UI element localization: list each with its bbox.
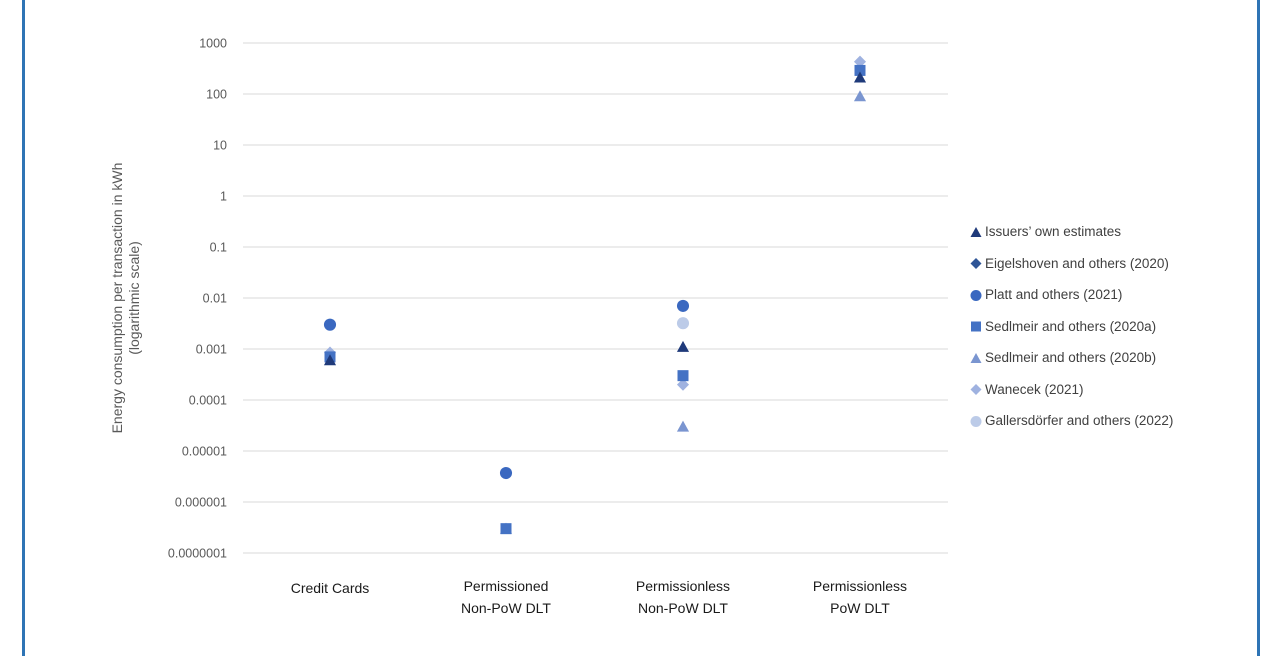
data-point-circle-icon [676,317,690,330]
y-tick-label: 0.1 [210,241,227,255]
legend-marker-icon [970,289,982,301]
x-category-label: Permissioned Non-PoW DLT [461,578,551,616]
data-point-triangle-icon [676,340,690,352]
x-category-label: Permissionless PoW DLT [813,578,907,616]
legend-label: Sedlmeir and others (2020a) [985,318,1157,334]
legend-marker-icon [971,321,981,332]
legend-circle-icon [970,415,982,427]
legend-diamond-icon [970,258,982,270]
legend-marker-icon [970,384,982,396]
chart-legend: Issuers’ own estimates Eigelshoven and ot… [970,216,1173,437]
data-point-triangle-icon [676,420,690,432]
legend-label: Gallersdörfer and others (2022) [985,413,1174,429]
legend-label: Sedlmeir and others (2020b) [985,350,1157,366]
legend-marker-icon [970,352,982,363]
y-tick-label: 0.0001 [189,394,227,408]
legend-circle-icon [970,289,982,301]
scatter-chart: 1000 100 10 1 0.1 0.01 0.001 0.0001 0.00001 0.000… [109,37,948,616]
data-point-triangle-icon [853,90,867,102]
y-tick-label: 0.0000001 [168,547,227,561]
y-axis-title: Energy consumption per transaction in kW… [109,163,142,434]
y-tick-label: 0.000001 [175,496,227,510]
y-tick-label: 0.001 [196,343,227,357]
data-point-diamond-icon [853,55,867,68]
data-point-circle-icon [676,299,690,312]
legend-label: Eigelshoven and others (2020) [985,255,1169,271]
legend-marker-icon [970,415,982,427]
data-point-square-icon [854,64,866,76]
legend-label: Platt and others (2021) [985,287,1123,303]
y-tick-label: 0.00001 [182,445,227,459]
x-category-label: Credit Cards [291,580,370,596]
data-point-triangle-icon [323,354,337,366]
legend-square-icon [971,321,981,332]
legend-item: Gallersdörfer and others (2022) [970,405,1173,437]
x-category-label: Permissionless Non-PoW DLT [636,578,730,616]
legend-diamond-icon [970,384,982,396]
legend-item: Eigelshoven and others (2020) [970,248,1173,280]
y-tick-label: 1 [220,190,227,204]
data-point-circle-icon [323,318,337,331]
legend-item: Wanecek (2021) [970,374,1173,406]
data-point-diamond-icon [676,378,690,391]
legend-item: Platt and others (2021) [970,279,1173,311]
figure-frame [22,0,1260,656]
legend-label: Issuers’ own estimates [985,224,1122,240]
legend-item: Sedlmeir and others (2020b) [970,342,1173,374]
legend-item: Issuers’ own estimates [970,216,1173,248]
y-tick-label: 100 [206,88,227,102]
y-tick-label: 1000 [199,37,227,51]
data-point-triangle-icon [853,71,867,83]
legend-item: Sedlmeir and others (2020a) [970,311,1173,343]
legend-marker-icon [970,226,982,237]
legend-marker-icon [970,258,982,270]
legend-triangle-icon [970,352,982,363]
y-tick-label: 10 [213,139,227,153]
legend-label: Wanecek (2021) [985,381,1084,397]
data-point-square-icon [677,370,689,382]
legend-triangle-icon [970,226,982,237]
data-point-circle-icon [499,466,513,480]
y-tick-label: 0.01 [203,292,227,306]
data-point-square-icon [500,523,512,535]
